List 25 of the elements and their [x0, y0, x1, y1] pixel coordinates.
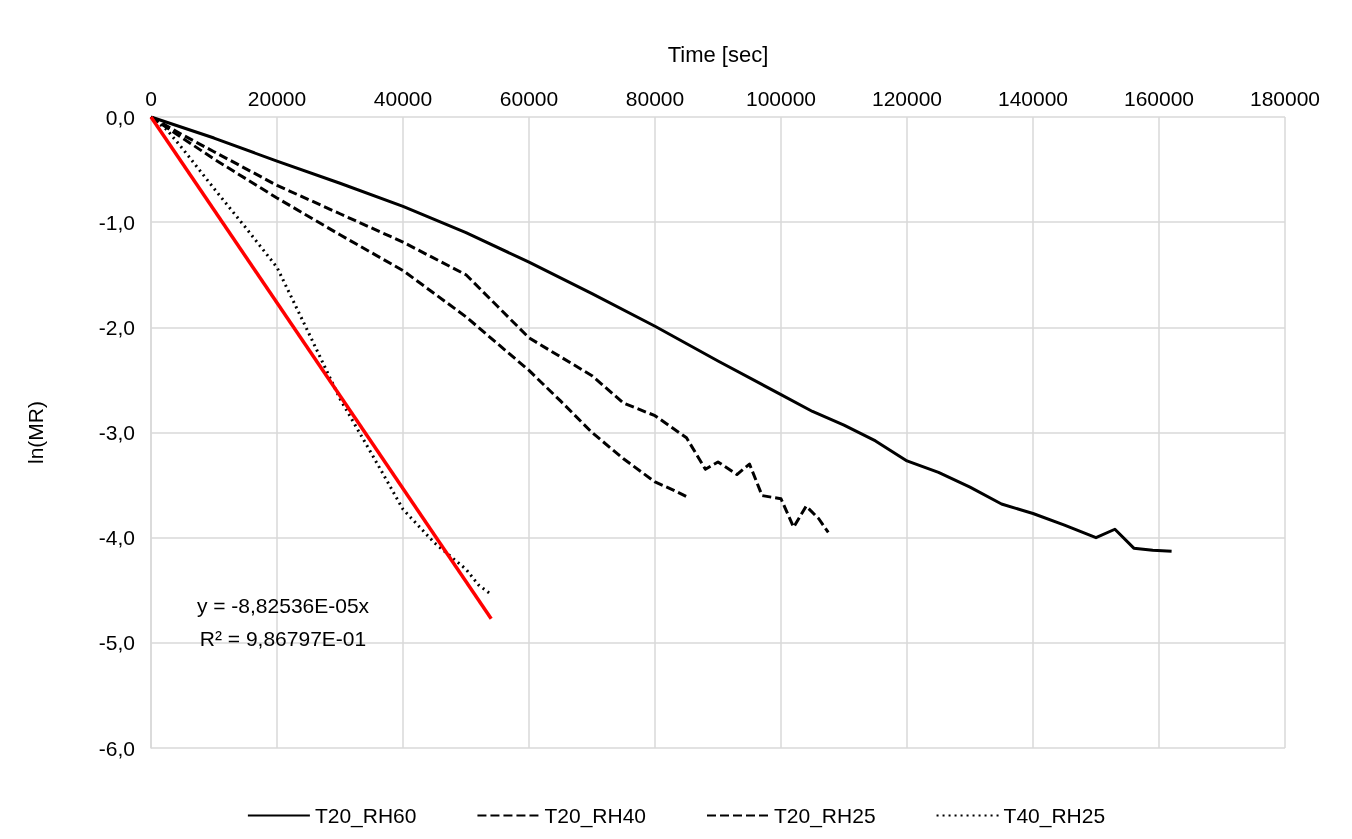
y-tick-label: -4,0 [98, 526, 135, 550]
x-tick-label: 100000 [745, 87, 817, 110]
y-tick-label: 0,0 [105, 105, 135, 129]
legend-label: T20_RH40 [544, 804, 647, 828]
x-tick-label: 80000 [625, 87, 685, 110]
y-tick-label: -1,0 [98, 210, 135, 234]
y-tick-label: -3,0 [98, 421, 135, 444]
x-tick-label: 140000 [997, 87, 1069, 110]
y-tick-label: -5,0 [98, 631, 135, 655]
x-tick-label: 20000 [247, 87, 307, 110]
y-tick-label: -2,0 [98, 315, 135, 339]
x-tick-label: 0 [145, 87, 157, 110]
annotation: y = -8,82536E-05x [196, 593, 370, 617]
x-tick-label: 180000 [1249, 87, 1321, 110]
x-axis-title: Time [sec] [667, 41, 769, 67]
x-tick-label: 40000 [373, 87, 433, 110]
x-tick-label: 160000 [1123, 87, 1195, 110]
legend-label: T20_RH60 [314, 804, 417, 828]
x-tick-label: 60000 [499, 87, 559, 110]
legend-label: T40_RH25 [1003, 804, 1106, 828]
legend-label: T20_RH25 [774, 804, 876, 828]
x-tick-label: 120000 [871, 87, 943, 110]
y-tick-label: -6,0 [98, 736, 135, 760]
y-axis-title: ln(MR) [24, 401, 47, 464]
annotation: R² = 9,86797E-01 [199, 626, 367, 650]
